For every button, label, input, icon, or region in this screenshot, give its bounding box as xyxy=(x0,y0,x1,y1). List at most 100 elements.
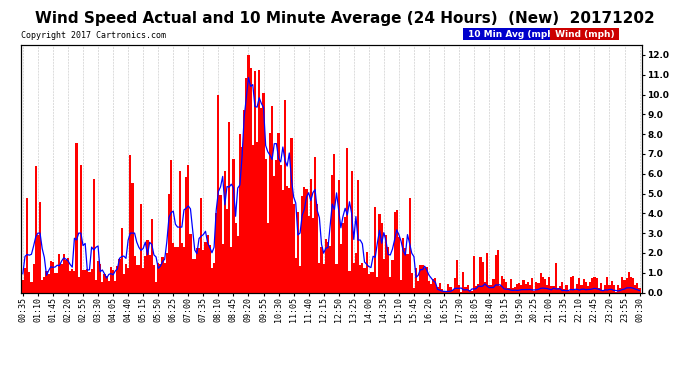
Bar xyxy=(200,198,202,292)
Bar xyxy=(71,269,73,292)
Bar xyxy=(269,133,271,292)
Bar xyxy=(383,258,385,292)
Bar xyxy=(469,290,471,292)
Bar xyxy=(381,223,383,292)
Bar xyxy=(456,260,458,292)
Bar xyxy=(398,237,400,292)
Bar xyxy=(323,264,325,292)
Bar xyxy=(26,198,28,292)
Bar xyxy=(408,198,411,292)
Bar xyxy=(563,289,565,292)
Bar xyxy=(542,277,544,292)
Bar xyxy=(237,236,239,292)
Bar xyxy=(570,278,572,292)
Bar xyxy=(159,264,161,292)
Bar xyxy=(531,278,533,292)
Bar xyxy=(241,147,243,292)
Bar xyxy=(355,253,357,292)
Bar xyxy=(593,276,595,292)
Text: Wind (mph): Wind (mph) xyxy=(552,30,618,39)
Bar xyxy=(43,277,46,292)
Bar xyxy=(551,286,553,292)
Bar xyxy=(233,159,235,292)
Bar xyxy=(393,212,395,292)
Bar xyxy=(458,285,460,292)
Bar xyxy=(219,195,221,292)
Bar xyxy=(464,286,466,292)
Text: Copyright 2017 Cartronics.com: Copyright 2017 Cartronics.com xyxy=(21,31,166,40)
Bar xyxy=(299,266,301,292)
Bar xyxy=(413,288,415,292)
Bar xyxy=(462,272,464,292)
Bar xyxy=(28,272,30,292)
Bar xyxy=(181,243,183,292)
Bar xyxy=(226,209,228,292)
Bar xyxy=(428,281,430,292)
Bar xyxy=(304,187,306,292)
Bar xyxy=(329,246,331,292)
Bar xyxy=(318,263,320,292)
Bar xyxy=(192,259,194,292)
Bar xyxy=(638,288,640,292)
Bar xyxy=(198,248,200,292)
Bar xyxy=(404,249,406,292)
Bar xyxy=(213,263,215,292)
Bar xyxy=(267,223,269,292)
Bar xyxy=(260,108,262,292)
Bar xyxy=(526,282,529,292)
Bar xyxy=(441,289,443,292)
Bar xyxy=(499,286,501,292)
Bar xyxy=(228,122,230,292)
Bar xyxy=(395,210,398,292)
Bar xyxy=(179,171,181,292)
Bar xyxy=(90,269,92,292)
Bar xyxy=(553,286,555,292)
Bar xyxy=(501,276,503,292)
Bar xyxy=(108,281,110,292)
Bar xyxy=(262,93,264,292)
Bar xyxy=(97,261,99,292)
Bar xyxy=(248,55,250,292)
Bar xyxy=(271,106,273,292)
Bar xyxy=(512,288,514,292)
Bar xyxy=(146,240,148,292)
Bar xyxy=(376,278,379,292)
Bar xyxy=(46,271,48,292)
Bar xyxy=(187,165,189,292)
Bar xyxy=(24,268,26,292)
Bar xyxy=(420,265,422,292)
Bar xyxy=(632,278,634,292)
Bar xyxy=(144,256,146,292)
Bar xyxy=(630,277,632,292)
Bar xyxy=(194,259,196,292)
Bar xyxy=(430,285,432,292)
Bar xyxy=(595,278,598,292)
Bar xyxy=(402,238,404,292)
Bar xyxy=(84,270,86,292)
Bar xyxy=(621,277,624,292)
Bar xyxy=(424,268,426,292)
Bar xyxy=(250,68,252,292)
Bar xyxy=(540,273,542,292)
Bar xyxy=(607,278,609,292)
Bar xyxy=(172,243,175,292)
Bar xyxy=(37,235,39,292)
Bar xyxy=(138,265,140,292)
Bar xyxy=(507,288,509,292)
Bar xyxy=(183,247,185,292)
Bar xyxy=(576,284,578,292)
Bar xyxy=(119,259,121,292)
Bar xyxy=(471,291,473,292)
Bar xyxy=(372,272,374,292)
Bar xyxy=(434,278,437,292)
Bar xyxy=(306,189,308,292)
Bar xyxy=(133,256,136,292)
Bar xyxy=(308,216,310,292)
Bar xyxy=(150,219,153,292)
Bar xyxy=(125,264,127,292)
Bar xyxy=(50,261,52,292)
Bar xyxy=(142,268,144,292)
Bar xyxy=(256,142,258,292)
Bar xyxy=(22,279,24,292)
Bar xyxy=(602,290,604,292)
